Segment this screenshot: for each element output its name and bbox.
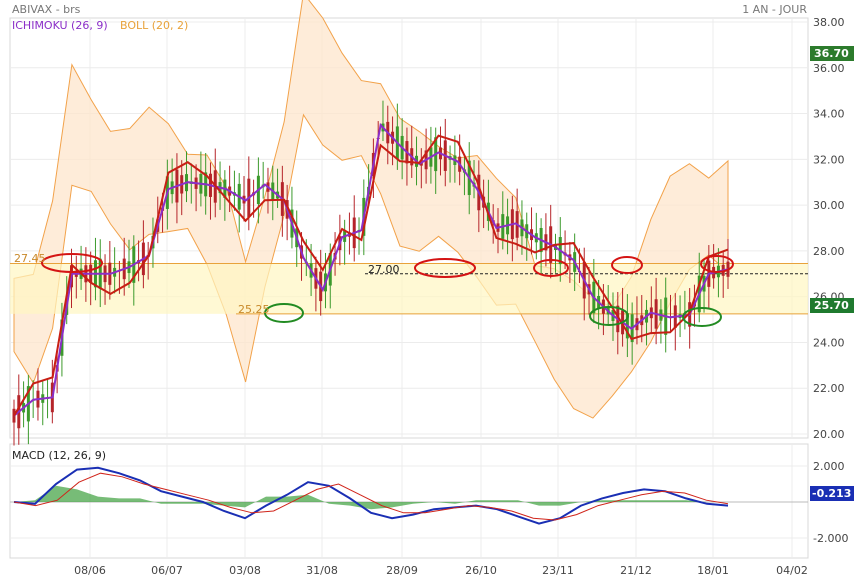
price-tick-label: 28.00: [813, 245, 845, 258]
ichimoku-tenkan-line: [13, 122, 729, 417]
price-tick-label: 38.00: [813, 16, 845, 29]
legend-ichimoku: ICHIMOKU (26, 9): [12, 19, 108, 32]
price-tick-label: 24.00: [813, 336, 845, 349]
macd-tick-label: -2.000: [813, 532, 848, 545]
support-circle: [589, 306, 629, 326]
ichimoku-kijun-line: [13, 134, 729, 417]
date-tick-label: 23/11: [542, 564, 574, 577]
date-tick-label: 18/01: [697, 564, 729, 577]
price-axis-ticks: 38.0036.0034.0032.0030.0028.0026.0024.00…: [813, 16, 845, 441]
price-tick-label: 34.00: [813, 108, 845, 121]
level-label-lower: 25.25: [238, 303, 270, 316]
resistance-circle: [700, 255, 734, 273]
price-tick-label: 22.00: [813, 382, 845, 395]
level-label-mid: 27.00: [368, 263, 400, 276]
macd-histogram-area: [14, 485, 728, 510]
date-tick-label: 31/08: [306, 564, 338, 577]
support-circle: [264, 303, 304, 323]
macd-tick-label: 2.000: [813, 460, 845, 473]
macd-axis-ticks: 2.000 -2.000: [813, 460, 848, 545]
date-tick-label: 26/10: [465, 564, 497, 577]
annotation-circles: [41, 253, 734, 327]
macd-value-tag: [810, 486, 854, 501]
macd-signal-line: [13, 472, 729, 521]
date-tick-label: 28/09: [386, 564, 418, 577]
resistance-circle: [533, 259, 569, 277]
price-tick-label: 30.00: [813, 199, 845, 212]
date-axis-ticks: 08/06 06/07 03/08 31/08 28/09 26/10 23/11 21/12…: [74, 564, 808, 577]
support-circle: [682, 307, 722, 327]
date-tick-label: 21/12: [620, 564, 652, 577]
chart-title: ABIVAX - brs: [12, 3, 81, 16]
resistance-circle: [611, 256, 643, 274]
date-tick-label: 06/07: [151, 564, 183, 577]
date-tick-label: 08/06: [74, 564, 106, 577]
date-tick-label: 04/02: [776, 564, 808, 577]
date-tick-label: 03/08: [229, 564, 261, 577]
chart-period: 1 AN - JOUR: [742, 3, 807, 16]
price-tick-label: 36.00: [813, 62, 845, 75]
previous-price-value: 36.70: [814, 47, 849, 60]
legend-boll: BOLL (20, 2): [120, 19, 188, 32]
macd-histogram: [14, 485, 728, 510]
legend-macd: MACD (12, 26, 9): [12, 449, 106, 462]
macd-line: [13, 466, 729, 525]
resistance-circle: [41, 253, 103, 273]
current-price-value: 25.70: [814, 299, 849, 312]
current-price-tag: [810, 298, 854, 313]
level-label-upper: 27.45: [14, 252, 46, 265]
previous-price-tag: [810, 46, 854, 61]
resistance-circle: [414, 258, 476, 278]
macd-value: -0.213: [812, 487, 851, 500]
price-tick-label: 20.00: [813, 428, 845, 441]
price-tick-label: 32.00: [813, 153, 845, 166]
